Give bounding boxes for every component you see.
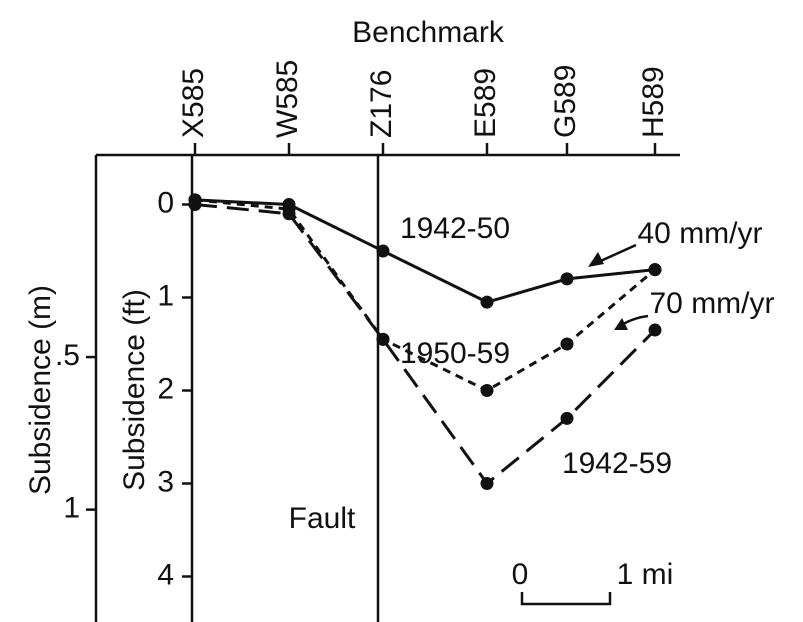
series-line: [194, 203, 657, 486]
point: [480, 477, 494, 490]
x-tick-label: W585: [271, 60, 304, 138]
x-tick-label: G589: [549, 65, 582, 138]
point: [560, 337, 574, 351]
point: [560, 411, 574, 425]
y-tick-label: 4: [157, 558, 174, 591]
y-axis-label: Subsidence (ft): [118, 289, 151, 491]
point: [376, 244, 390, 258]
y-tick-label: 3: [157, 465, 174, 498]
scale-label: 1 mi: [617, 558, 674, 591]
arrow-head: [614, 318, 628, 330]
point: [282, 207, 296, 221]
x-tick-label: X585: [177, 68, 210, 138]
y2-tick-label: .5: [55, 339, 80, 372]
y2-axis-label: Subsidence (m): [24, 285, 57, 495]
y-tick-label: 1: [157, 279, 174, 312]
chart-title: Benchmark: [352, 16, 505, 49]
arrow-head: [588, 252, 604, 267]
series-label: 1942-50: [400, 212, 510, 245]
point: [560, 272, 574, 286]
point: [188, 198, 202, 211]
y-tick-label: 0: [157, 186, 174, 219]
x-tick-label: E589: [469, 68, 502, 138]
point: [480, 384, 494, 397]
point: [480, 295, 494, 309]
y2-tick-label: 1: [63, 492, 80, 525]
scale-label: 0: [512, 558, 529, 591]
scale-bar: [520, 592, 612, 606]
x-tick-label: Z176: [365, 70, 398, 138]
point: [648, 323, 662, 337]
x-tick-label: H589: [637, 66, 670, 138]
series-label: 1942-59: [562, 447, 672, 480]
rate-label: 40 mm/yr: [637, 217, 762, 250]
fault-label: Fault: [289, 502, 356, 535]
point: [376, 332, 390, 346]
y-tick-label: 2: [157, 372, 174, 405]
point: [648, 263, 662, 277]
series-line: [194, 198, 656, 393]
series-line: [194, 198, 656, 304]
rate-label: 70 mm/yr: [649, 287, 774, 320]
series-label: 1950-59: [400, 337, 510, 370]
